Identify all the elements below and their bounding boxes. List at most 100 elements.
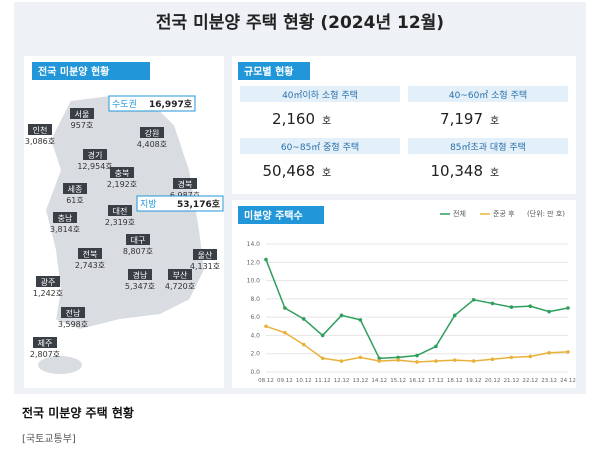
area-name: 수도권 <box>112 98 137 110</box>
series-point <box>377 356 382 361</box>
x-tick-label: 11.12 <box>315 378 331 384</box>
chart-panel <box>232 200 576 388</box>
cell-header <box>240 138 400 154</box>
region-value: 4,408호 <box>137 140 167 149</box>
legend-label: 전체 <box>453 209 466 218</box>
region-name: 전북 <box>83 249 98 259</box>
x-tick-label: 13.12 <box>353 378 369 384</box>
region-name: 충북 <box>115 169 130 178</box>
cell-unit: 호 <box>490 115 499 127</box>
area-name: 지방 <box>140 199 157 210</box>
cell-unit: 호 <box>322 167 331 179</box>
series-point <box>358 355 363 360</box>
region-value: 957호 <box>71 121 94 130</box>
series-point <box>547 309 551 314</box>
series-point <box>396 358 400 362</box>
area-value: 16,997호 <box>149 99 193 110</box>
region-name: 경남 <box>133 270 148 280</box>
series-point <box>320 356 325 361</box>
caption-source: [국토교통부] <box>22 434 76 445</box>
region-label-bg <box>63 183 87 194</box>
y-tick-label: 0.0 <box>250 369 260 376</box>
series-point <box>452 313 457 318</box>
map-title-bg <box>32 62 150 80</box>
series-point <box>339 313 344 318</box>
region-name: 제주 <box>38 339 53 348</box>
region-label-bg <box>28 124 52 135</box>
series-point <box>528 304 533 308</box>
area-box <box>108 95 196 112</box>
x-tick-label: 08.12 <box>258 378 274 384</box>
series-point <box>377 359 382 363</box>
y-tick-label: 4.0 <box>250 332 260 339</box>
cell-unit: 호 <box>490 167 499 179</box>
region-value: 8,807호 <box>123 247 153 256</box>
region-value: 2,743호 <box>75 261 105 270</box>
series-point <box>509 305 514 309</box>
region-value: 3,086호 <box>25 137 55 146</box>
y-tick-label: 12.0 <box>247 259 261 266</box>
cell-value: 50,468 <box>263 162 316 180</box>
region-name: 세종 <box>68 185 83 194</box>
region-value: 4,720호 <box>165 282 195 291</box>
main-title: 전국 미분양 주택 현황 (2024년 12월) <box>156 13 444 33</box>
series-point <box>301 342 306 347</box>
x-tick-label: 14.12 <box>371 378 387 384</box>
x-tick-label: 09.12 <box>277 378 293 384</box>
cell-value: 10,348 <box>431 162 484 180</box>
series-point <box>490 301 495 306</box>
x-tick-label: 22.12 <box>522 378 538 384</box>
region-label-bg <box>126 234 150 245</box>
series-point <box>358 318 363 322</box>
region-name: 울산 <box>198 250 213 260</box>
size-title: 규모별 현황 <box>244 65 294 78</box>
region-value: 2,807호 <box>30 350 60 359</box>
region-name: 광주 <box>41 277 56 287</box>
region-value: 3,814호 <box>50 225 80 234</box>
chart-title: 미분양 주택수 <box>244 209 303 222</box>
cell-unit: 호 <box>322 115 331 127</box>
region-label-bg <box>110 167 134 178</box>
region-label-bg <box>78 248 102 259</box>
series-point <box>490 357 495 362</box>
region-label-bg <box>140 127 164 138</box>
x-tick-label: 21.12 <box>504 378 520 384</box>
region-label-bg <box>70 108 94 119</box>
x-tick-label: 15.12 <box>390 378 406 384</box>
area-box <box>136 195 224 212</box>
series-point <box>471 297 476 302</box>
region-label-bg <box>33 337 57 348</box>
series-point <box>566 350 570 354</box>
infographic: 전국 미분양 주택 현황 (2024년 12월) 전국 미분양 현황 규모별 현… <box>14 2 586 394</box>
series-point <box>566 306 570 310</box>
x-tick-label: 18.12 <box>447 378 463 384</box>
y-tick-label: 10.0 <box>247 278 261 285</box>
cell-header <box>240 86 400 102</box>
map-title: 전국 미분양 현황 <box>38 65 110 78</box>
size-title-bg <box>238 62 310 80</box>
x-tick-label: 17.12 <box>428 378 444 384</box>
region-value: 61호 <box>66 196 84 205</box>
region-name: 강원 <box>145 128 160 138</box>
series-point <box>528 354 533 359</box>
jeju-map <box>38 356 82 374</box>
region-name: 대전 <box>113 206 128 216</box>
series-point <box>320 333 325 338</box>
series-point <box>339 359 344 363</box>
y-tick-label: 8.0 <box>250 296 260 303</box>
x-tick-label: 16.12 <box>409 378 425 384</box>
region-label-bg <box>193 249 217 260</box>
cell-value: 2,160 <box>272 110 315 128</box>
x-tick-label: 19.12 <box>466 378 482 384</box>
cell-label: 85㎡초과 대형 주택 <box>450 142 526 153</box>
region-label-bg <box>53 212 77 223</box>
legend-label: 준공 후 <box>493 210 515 218</box>
cell-header <box>408 86 568 102</box>
x-tick-label: 23.12 <box>541 378 557 384</box>
series-point <box>434 344 438 349</box>
region-value: 4,131호 <box>190 262 220 271</box>
region-name: 인천 <box>33 125 48 135</box>
region-label-bg <box>173 178 197 189</box>
region-name: 부산 <box>173 270 188 280</box>
